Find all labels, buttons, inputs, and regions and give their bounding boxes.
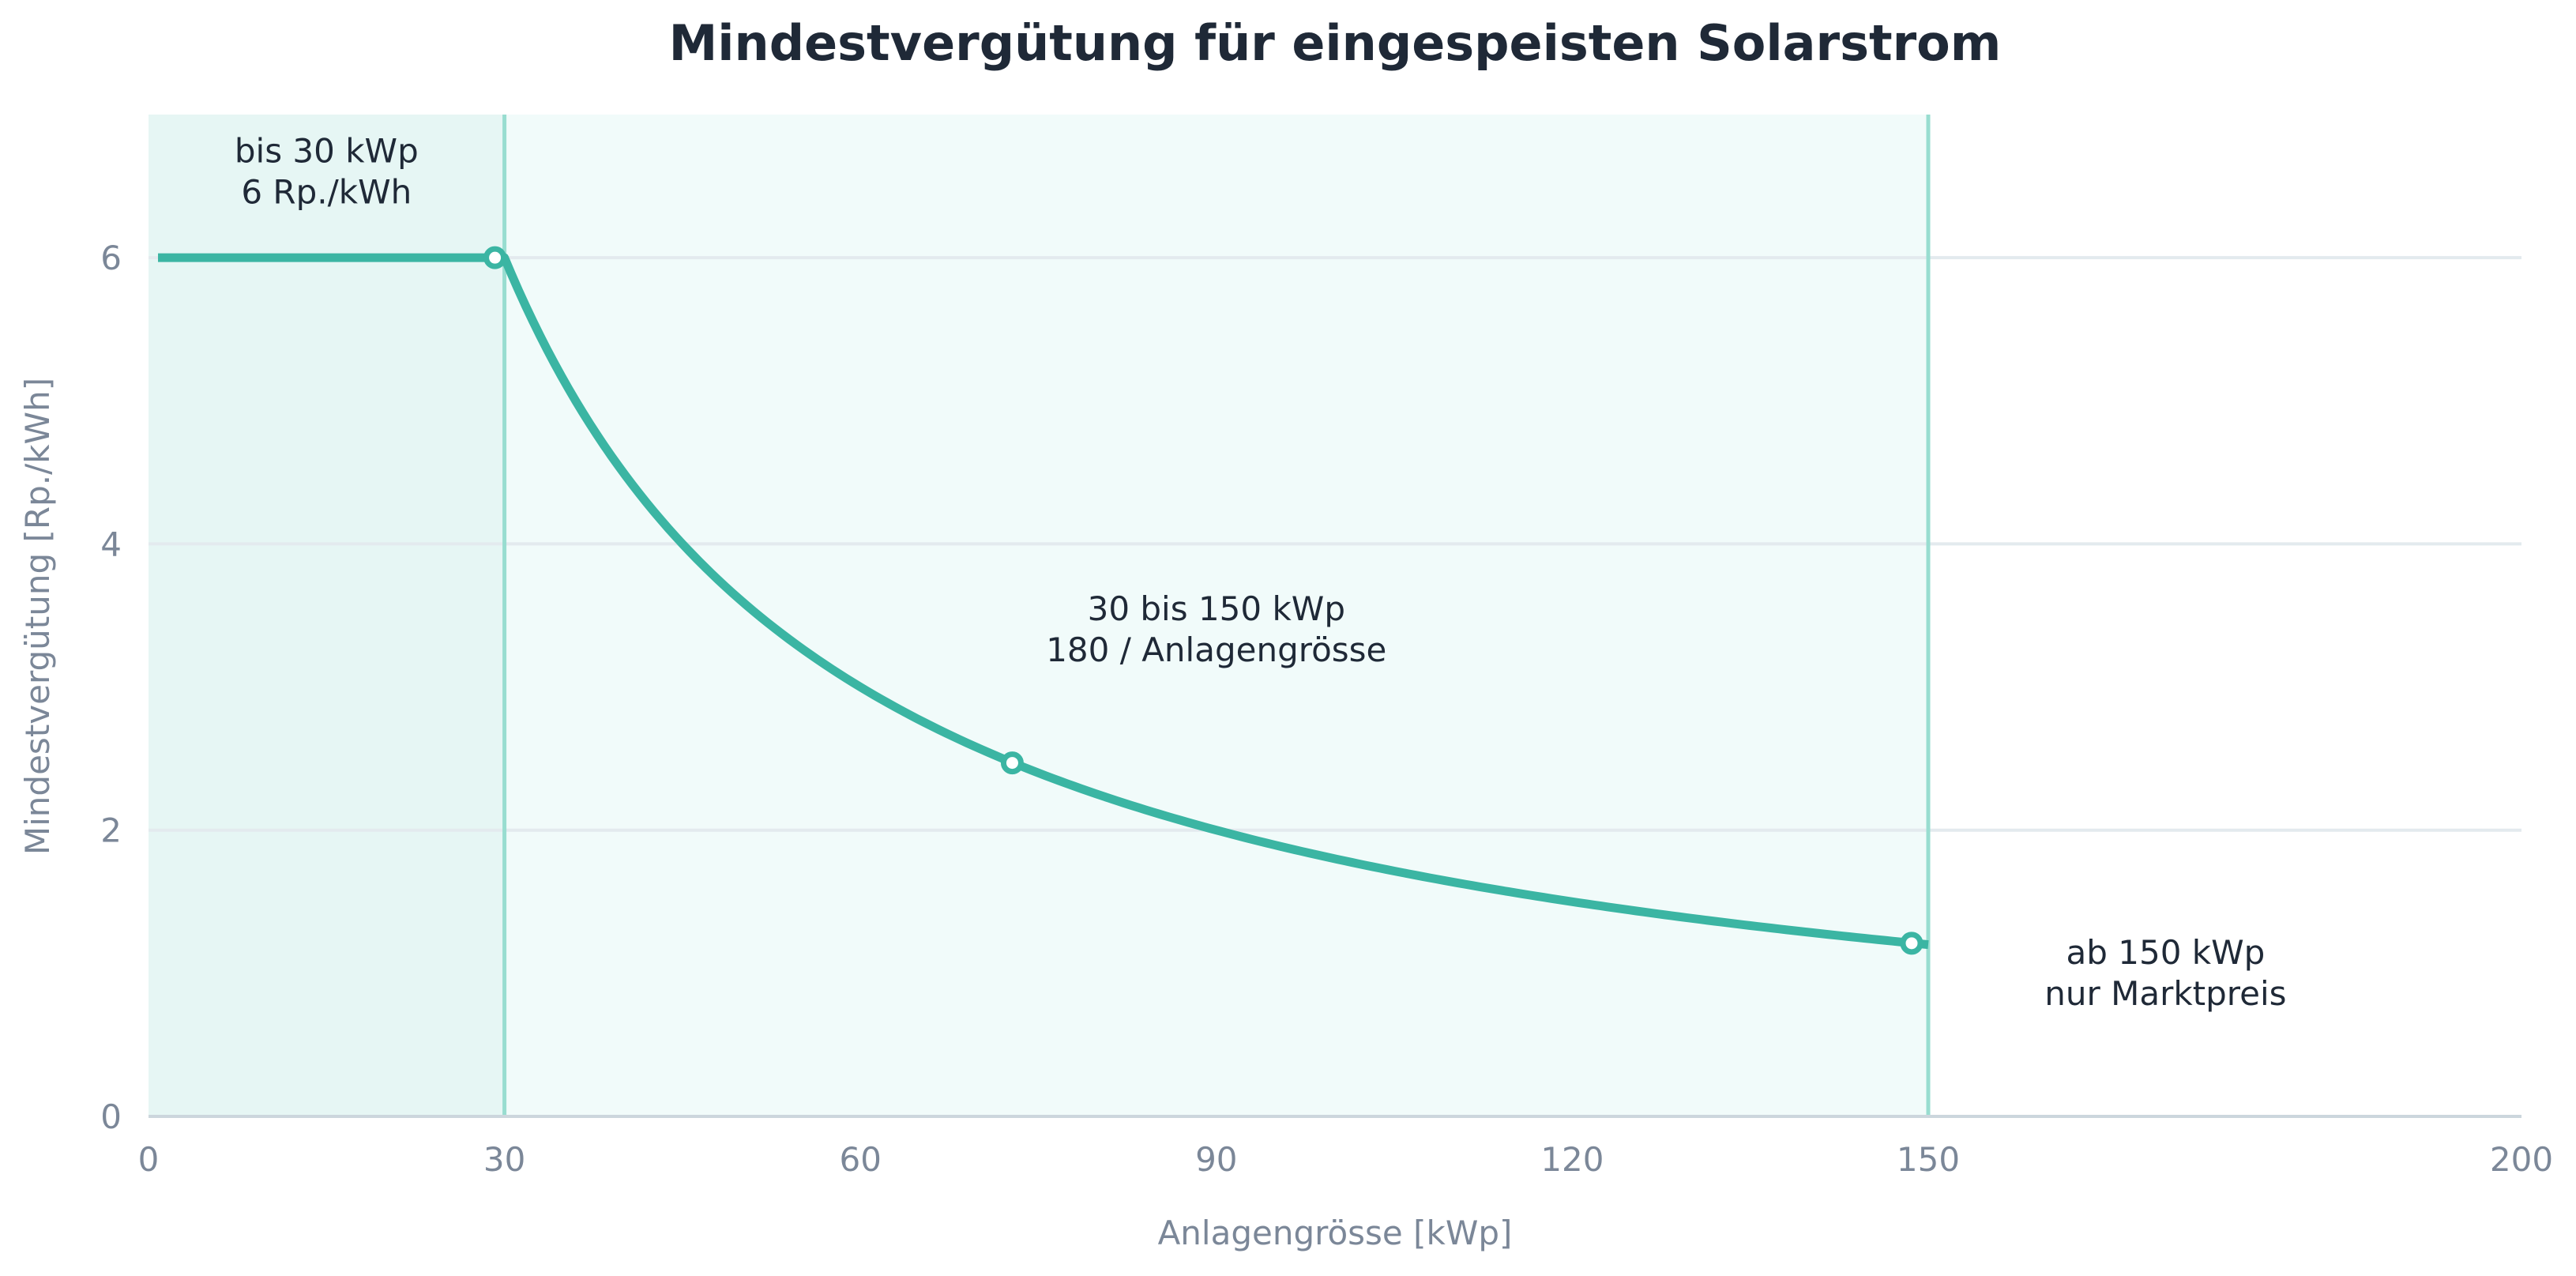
x-tick-label-60: 60 xyxy=(839,1140,881,1179)
chart-title: Mindestvergütung für eingespeisten Solar… xyxy=(669,14,2002,72)
boundary-lines xyxy=(502,115,1931,1116)
y-tick-label-2: 2 xyxy=(100,811,122,850)
y-axis-label: Mindestvergütung [Rp./kWh] xyxy=(18,378,57,855)
data-point-1 xyxy=(1000,751,1024,775)
series-layer xyxy=(158,253,1929,950)
annotation-1-line-1: 180 / Anlagengrösse xyxy=(1046,630,1386,669)
annotation-2: ab 150 kWp nur Marktpreis xyxy=(2044,933,2286,1013)
annotation-2-line-1: nur Marktpreis xyxy=(2044,974,2286,1013)
x-tick-labels: 0 30 60 90 120 150 200 xyxy=(138,1140,2553,1179)
region-0 xyxy=(149,115,505,1116)
x-tick-label-150: 150 xyxy=(1897,1140,1960,1179)
region-shading xyxy=(149,115,1928,1116)
marker-layer xyxy=(483,246,1924,955)
annotation-1: 30 bis 150 kWp 180 / Anlagengrösse xyxy=(1046,589,1386,669)
x-axis-label: Anlagengrösse [kWp] xyxy=(1158,1214,1513,1252)
x-tick-label-120: 120 xyxy=(1540,1140,1604,1179)
annotation-2-line-0: ab 150 kWp xyxy=(2066,933,2266,972)
data-point-2 xyxy=(1900,932,1924,955)
x-tick-label-30: 30 xyxy=(483,1140,525,1179)
annotation-0-line-1: 6 Rp./kWh xyxy=(241,172,412,211)
annotation-1-line-0: 30 bis 150 kWp xyxy=(1088,589,1345,628)
y-tick-label-4: 4 xyxy=(100,525,122,563)
y-tick-labels: 0 2 4 6 xyxy=(100,239,122,1136)
annotation-0: bis 30 kWp 6 Rp./kWh xyxy=(235,131,419,211)
series-line-0 xyxy=(158,253,1929,950)
y-tick-label-0: 0 xyxy=(100,1097,122,1136)
annotations: bis 30 kWp 6 Rp./kWh 30 bis 150 kWp 180 / A… xyxy=(235,131,2287,1012)
x-tick-label-90: 90 xyxy=(1195,1140,1237,1179)
gridlines xyxy=(149,256,2521,832)
x-tick-label-0: 0 xyxy=(138,1140,160,1179)
x-tick-label-200: 200 xyxy=(2490,1140,2553,1179)
region-1 xyxy=(504,115,1928,1116)
data-point-0 xyxy=(483,246,507,269)
annotation-0-line-0: bis 30 kWp xyxy=(235,131,419,170)
y-tick-label-6: 6 xyxy=(100,239,122,277)
